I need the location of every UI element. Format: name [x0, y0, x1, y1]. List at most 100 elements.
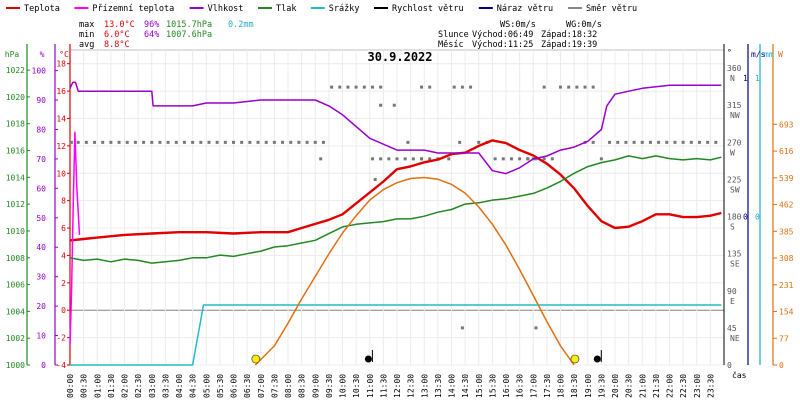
rain-tick-label: 1 [755, 74, 760, 83]
stats-max-label: max [79, 20, 94, 30]
wind-direction-point [101, 140, 105, 144]
wind-direction-point [665, 140, 669, 144]
wind-direction-point [150, 140, 154, 144]
sun-set: Západ:18:32 [541, 30, 597, 40]
direction-compass-label: NW [730, 111, 740, 120]
pressure-tick-label: 1006 [6, 281, 25, 290]
wind-event-marker [593, 355, 601, 363]
temperature-tick-label: -2 [56, 334, 66, 343]
moon-rise: Východ:11:25 [472, 40, 533, 50]
series-srazky [70, 304, 722, 366]
wind-direction-point [583, 85, 587, 89]
wind-direction-point [313, 140, 317, 144]
wind-ws: WS:0m/s [500, 20, 536, 30]
temperature-tick-label: -4 [56, 361, 66, 370]
temperature-tick-label: 12 [56, 142, 66, 151]
wind-direction-point [109, 140, 113, 144]
series-vlhkost [69, 81, 722, 175]
wind-direction-point [542, 85, 546, 89]
humidity-tick-label: 40 [36, 243, 46, 252]
x-tick-label: 20:30 [625, 374, 634, 398]
solar-tick-label: 539 [779, 174, 794, 183]
humidity-unit: % [40, 50, 45, 59]
pressure-tick-label: 1014 [6, 173, 25, 182]
x-tick-label: 19:30 [597, 374, 606, 398]
direction-tick-label: 45 [727, 324, 737, 333]
x-tick-label: 17:30 [543, 374, 552, 398]
wind-direction-point [501, 157, 505, 161]
series-slunecni-zareni [254, 176, 575, 366]
wind-direction-point [174, 140, 178, 144]
series-layer [69, 81, 722, 366]
humidity-tick-label: 20 [36, 302, 46, 311]
wind-direction-point [158, 140, 162, 144]
wind-direction-point [673, 140, 677, 144]
solar-tick-label: 308 [779, 254, 794, 263]
humidity-tick-label: 30 [36, 273, 46, 282]
x-tick-label: 14:00 [448, 374, 457, 398]
wind-direction-point [599, 157, 603, 161]
x-tick-label: 02:30 [134, 374, 143, 398]
legend: Teplota Přízemní teplota Vlhkost Tlak Srážky… [6, 4, 637, 14]
wind-tick-label: 0 [743, 213, 748, 222]
solar-tick-label: 385 [779, 227, 794, 236]
wind-direction-point [526, 157, 530, 161]
wind-direction-point [142, 140, 146, 144]
x-tick-label: 20:00 [611, 374, 620, 398]
solar-tick-label: 77 [779, 334, 789, 343]
wind-direction-point [559, 85, 562, 89]
humidity-tick-label: 60 [36, 184, 46, 193]
direction-tick-label: 315 [727, 101, 742, 110]
series-prizemni-teplota [69, 131, 81, 345]
wind-direction-point [534, 326, 538, 330]
wind-direction-point [624, 140, 628, 144]
stats-min-press: 1007.6hPa [166, 30, 212, 40]
direction-tick-label: 0 [727, 361, 732, 370]
wind-direction-point [370, 85, 374, 89]
stats-max-temp: 13.0°C [104, 20, 135, 30]
wind-direction-point [403, 157, 407, 161]
x-tick-label: 21:00 [638, 374, 647, 398]
solar-tick-label: 0 [779, 361, 784, 370]
wind-direction-point [321, 140, 325, 144]
wind-direction-point [215, 140, 219, 144]
pressure-tick-label: 1018 [6, 120, 25, 129]
x-tick-label: 07:00 [257, 374, 266, 398]
x-tick-label: 11:00 [366, 374, 375, 398]
wind-direction-point [346, 85, 350, 89]
wind-direction-point [469, 85, 473, 89]
humidity-tick-label: 50 [36, 214, 46, 223]
legend-label: Náraz větru [497, 4, 553, 14]
wind-direction-point [575, 85, 579, 89]
wind-direction-point [509, 157, 513, 161]
wind-direction-point [93, 140, 97, 144]
wind-direction-point [640, 140, 644, 144]
temperature-tick-label: 18 [56, 60, 66, 69]
x-tick-label: 00:30 [80, 374, 89, 398]
header: 30.9.2022 max 13.0°C 96% 1015.7hPa 0.2mm… [79, 20, 602, 64]
wind-direction-point [166, 140, 170, 144]
pressure-unit: hPa [5, 50, 20, 59]
direction-compass-label: N [730, 74, 735, 83]
x-tick-label: 03:00 [148, 374, 157, 398]
temperature-tick-label: 4 [61, 251, 66, 260]
wind-direction-point [319, 157, 323, 161]
direction-tick-label: 225 [727, 175, 742, 184]
moon-set: Západ:19:39 [541, 40, 597, 50]
solar-tick-label: 154 [779, 308, 794, 317]
rain-unit: mm [764, 50, 774, 59]
direction-compass-label: W [730, 148, 735, 157]
sun-rise: Východ:06:49 [472, 30, 533, 40]
x-tick-label: 10:00 [339, 374, 348, 398]
x-tick-label: 12:00 [393, 374, 402, 398]
stats-avg-temp: 8.8°C [104, 40, 130, 50]
x-tick-label: 02:00 [121, 374, 130, 398]
wind-direction-point [232, 140, 235, 144]
wind-direction-point [591, 85, 595, 89]
wind-direction-point [256, 140, 260, 144]
wind-direction-point [542, 157, 546, 161]
rain-tick-label: 0 [755, 213, 760, 222]
sun-icon [251, 354, 261, 364]
legend-label: Přízemní teplota [92, 4, 174, 14]
wind-direction-point [354, 85, 358, 89]
